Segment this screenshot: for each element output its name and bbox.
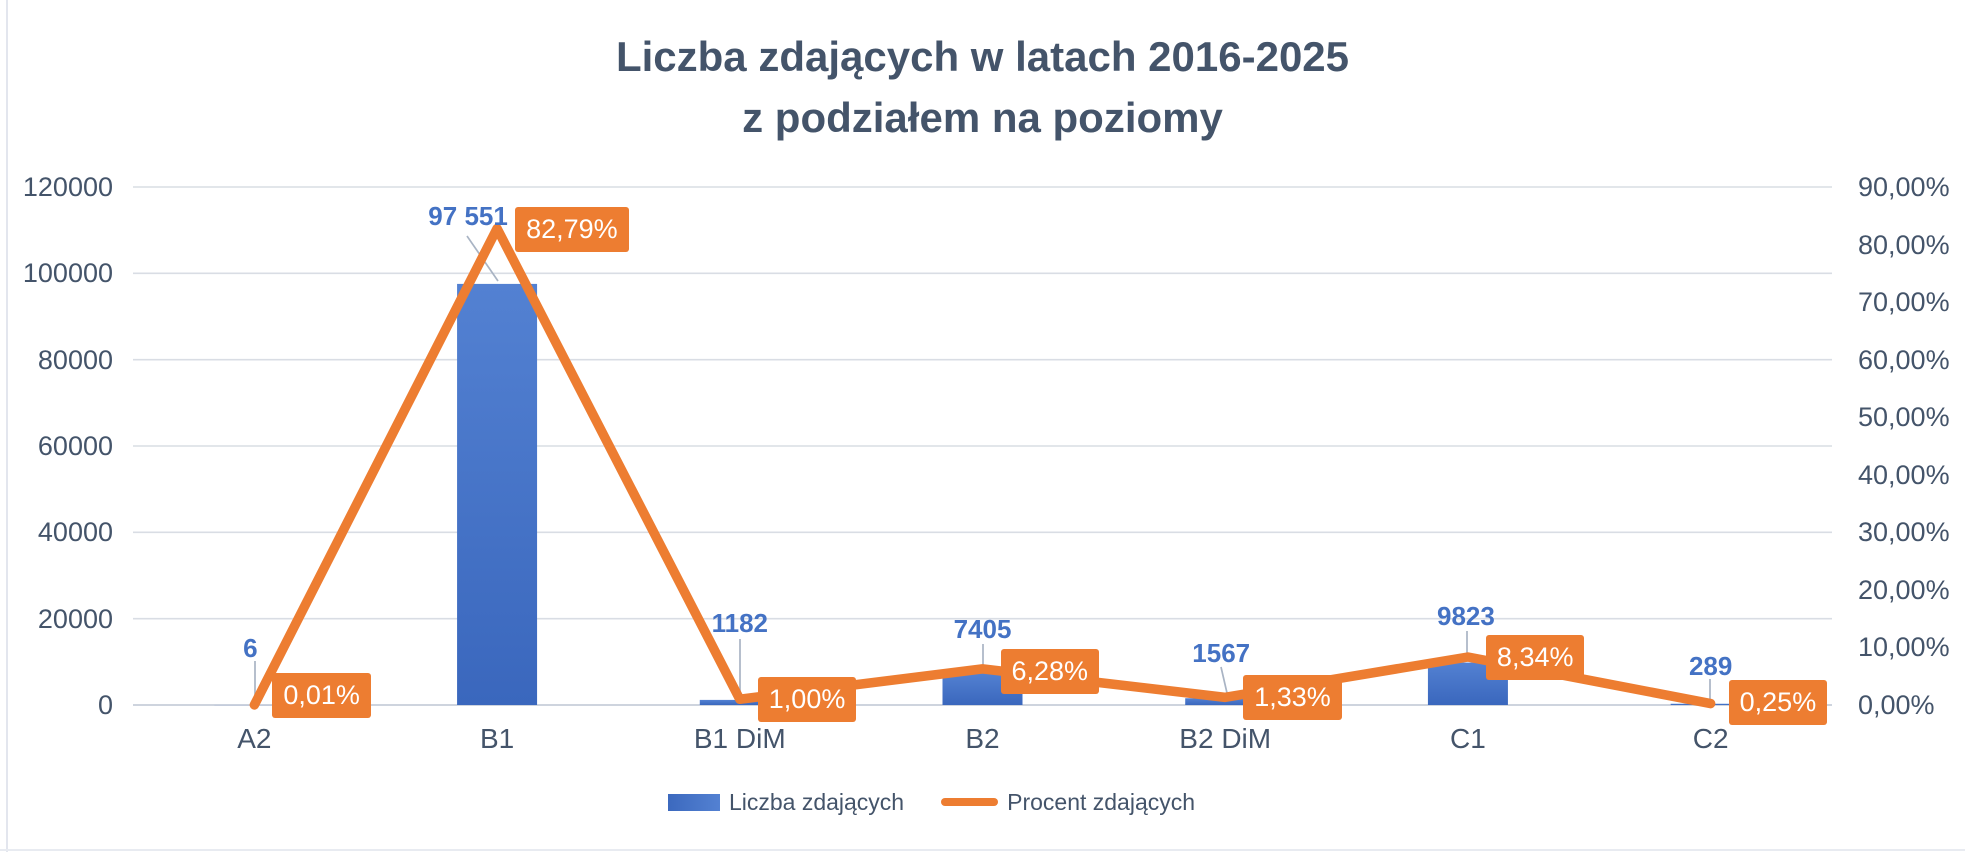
category-label-C2: C2 — [1692, 723, 1729, 754]
left-axis-tick-label: 120000 — [22, 172, 113, 202]
category-label-C1: C1 — [1450, 723, 1486, 754]
line-series-swatch-icon — [941, 798, 999, 806]
chart-title-line2: z podziałem na poziomy — [742, 94, 1223, 141]
left-axis-tick-label: 0 — [97, 690, 113, 720]
percent-value-label-B2 DiM: 1,33% — [1243, 674, 1342, 720]
left-axis-tick-label: 100000 — [22, 258, 113, 289]
right-axis-tick-label: 40,00% — [1858, 459, 1950, 490]
chart-border-left — [6, 0, 8, 852]
bar-value-label-A2: 6 — [243, 633, 258, 663]
bar-series-swatch-icon — [667, 793, 720, 811]
chart-title-line1: Liczba zdających w latach 2016-2025 — [615, 33, 1350, 80]
percent-value-label-B1: 82,79% — [515, 206, 629, 252]
right-axis-tick-label: 0,00% — [1858, 690, 1935, 720]
bar-value-label-C2: 289 — [1688, 651, 1733, 681]
category-label-A2: A2 — [237, 723, 272, 754]
chart-border-bottom — [0, 849, 1965, 851]
data-label-leader-line — [1220, 666, 1228, 694]
category-label-B2: B2 — [965, 723, 1000, 754]
percent-value-label-A2: 0,01% — [272, 672, 371, 718]
right-axis-tick-label: 20,00% — [1858, 574, 1950, 605]
percent-value-label-C1: 8,34% — [1485, 634, 1585, 680]
bar-value-label-B1 DiM: 1182 — [711, 608, 768, 638]
left-axis-tick-label: 80000 — [37, 344, 113, 375]
right-axis-tick-label: 90,00% — [1858, 172, 1950, 202]
legend-item-liczba: Liczba zdających — [667, 789, 905, 815]
legend-label-procent: Procent zdających — [1007, 789, 1196, 815]
category-label-B1 DiM: B1 DiM — [693, 723, 786, 754]
bar-B1 — [457, 283, 538, 705]
category-label-B1: B1 — [479, 723, 515, 754]
line-procent-zdajacych — [249, 223, 1716, 710]
right-axis-tick-label: 10,00% — [1858, 632, 1950, 663]
right-axis-tick-label: 60,00% — [1858, 344, 1950, 375]
bar-value-label-C1: 9823 — [1437, 601, 1495, 631]
category-label-B2 DiM: B2 DiM — [1179, 723, 1272, 754]
bar-value-label-B2: 7405 — [953, 614, 1012, 644]
legend-label-liczba: Liczba zdających — [728, 789, 905, 815]
left-axis-tick-label: 60000 — [37, 431, 113, 461]
percent-value-label-C2: 0,25% — [1728, 679, 1828, 725]
percent-value-label-B1 DiM: 1,00% — [757, 676, 857, 722]
chart-title: Liczba zdających w latach 2016-2025 z po… — [0, 26, 1965, 148]
left-axis-tick-label: 20000 — [37, 603, 113, 634]
right-axis-tick-label: 70,00% — [1858, 287, 1950, 318]
right-axis-tick-label: 50,00% — [1858, 402, 1950, 433]
percent-value-label-B2: 6,28% — [1000, 648, 1100, 694]
bar-value-label-B1: 97 551 — [428, 201, 508, 231]
right-axis-tick-label: 30,00% — [1858, 517, 1950, 548]
legend: Liczba zdających Procent zdających — [0, 789, 1914, 815]
bar-value-label-B2 DiM: 1567 — [1192, 638, 1251, 668]
right-axis-tick-label: 80,00% — [1858, 229, 1950, 260]
left-axis-tick-label: 40000 — [37, 517, 113, 548]
legend-item-procent: Procent zdających — [941, 789, 1195, 815]
